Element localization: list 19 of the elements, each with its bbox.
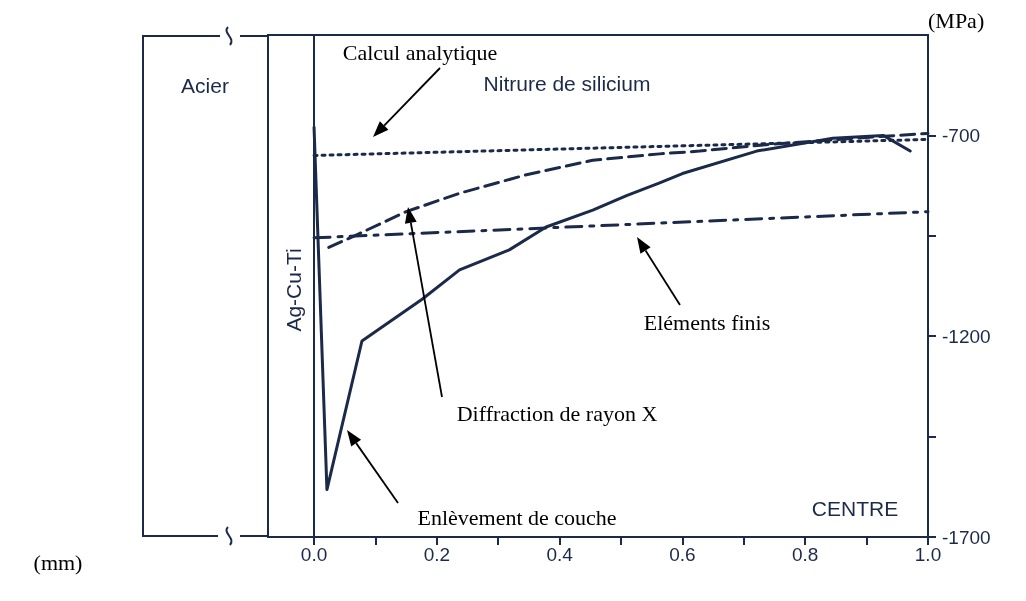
x-tick-label: 0.0 (300, 544, 328, 565)
x-tick-label: 0.2 (423, 544, 451, 565)
y-axis-title: (MPa) (928, 7, 985, 33)
annotation: Eléments finis (643, 309, 771, 335)
x-tick-label: 0.4 (546, 544, 574, 565)
text: Acier (181, 73, 229, 97)
x-tick-label: 0.8 (792, 544, 819, 565)
y-tick-label: -1700 (942, 526, 991, 548)
annotation: CENTRE (811, 496, 899, 520)
x-tick-label: 1.0 (914, 544, 942, 565)
annotation: Diffraction de rayon X (456, 400, 658, 426)
y-tick-label: -1200 (942, 325, 991, 347)
annotation: Ag-Cu-Ti (281, 248, 305, 332)
annotation: Nitrure de silicium (483, 71, 651, 95)
annotation: Calcul analytique (342, 39, 498, 65)
y-tick-label: -700 (942, 124, 981, 146)
x-tick-label: 0.6 (669, 544, 696, 565)
text: (mm) (33, 549, 83, 575)
annotation: Enlèvement de couche (417, 504, 617, 530)
